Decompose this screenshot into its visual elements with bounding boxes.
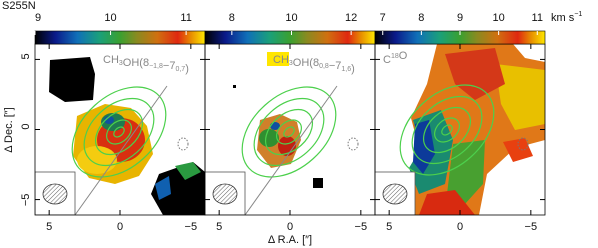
blob	[503, 138, 533, 162]
colorbar-tick-label: 11	[532, 12, 543, 24]
x-tick-label: 0	[117, 221, 123, 233]
unit-part: −1	[574, 11, 582, 18]
contour	[517, 137, 529, 151]
label-part: −1,8	[149, 63, 163, 70]
contour	[94, 108, 144, 156]
colorbar-tick-label: 10	[285, 12, 297, 24]
label-part: C	[383, 54, 391, 66]
contour	[106, 119, 132, 145]
y-tick-label: 0	[20, 124, 32, 130]
colorbar: 9 10 11	[34, 12, 206, 45]
contour	[347, 137, 359, 151]
x-axis-label: Δ R.A. [″]	[268, 234, 312, 246]
beam	[382, 183, 408, 205]
contour	[253, 97, 325, 167]
outflow-axis	[74, 85, 168, 215]
beam	[212, 183, 238, 205]
contour	[441, 124, 453, 136]
y-axis-label: Δ Dec. [″]	[3, 107, 15, 152]
label-part: OH(8	[293, 57, 319, 69]
colorbar-tick-label: 9	[35, 12, 41, 24]
label-part: OH(8	[123, 57, 149, 69]
contour	[434, 117, 460, 143]
colorbar: 8 10 12	[204, 12, 376, 45]
colorbar-tick-label: 10	[104, 12, 116, 24]
map	[375, 44, 545, 215]
unit-part: km s	[551, 12, 575, 24]
blob	[413, 120, 435, 174]
contour	[399, 84, 495, 176]
panel: C18O 5 0 −5	[374, 43, 546, 233]
blob	[419, 190, 475, 215]
label-part: 3	[119, 60, 123, 67]
label-part: CH	[103, 54, 119, 66]
x-tick-label: −5	[525, 221, 538, 233]
label-highlight	[267, 52, 289, 66]
blob	[445, 48, 505, 100]
contour	[71, 86, 167, 178]
contour	[422, 106, 472, 154]
colorbar-tick-label: 8	[229, 12, 235, 24]
blob	[233, 85, 236, 88]
map	[35, 57, 205, 215]
panel-label: CH3OH(80,8−71,6)	[273, 54, 355, 75]
label-part: )	[351, 63, 355, 75]
colorbar-tick-label: 8	[418, 12, 424, 24]
x-tick-label: 5	[386, 221, 392, 233]
label-part: 18	[391, 53, 399, 60]
x-tick-label: 0	[287, 221, 293, 233]
y-tick-label: −5	[20, 194, 32, 207]
colorbar: 7 8 9 10 11 km s−1	[374, 11, 582, 45]
colorbar-unit: km s−1	[551, 11, 582, 24]
panel-label: CH3OH(8−1,8−70,7)	[103, 54, 189, 75]
blob	[77, 146, 117, 174]
label-part: −7	[163, 60, 176, 72]
x-tick-label: −5	[185, 221, 198, 233]
blob	[313, 178, 323, 188]
blob	[259, 129, 279, 147]
y-tick-label: 5	[20, 53, 32, 59]
blob	[175, 162, 201, 180]
colorbar-fill	[34, 30, 206, 45]
blob	[495, 64, 545, 130]
panel-label: C18O	[383, 50, 408, 66]
contour	[411, 95, 483, 165]
x-tick-label: 5	[216, 221, 222, 233]
colorbar-tick-label: 10	[493, 12, 505, 24]
colorbar-tick-label: 9	[457, 12, 463, 24]
label-part: )	[185, 63, 189, 75]
label-part: O	[399, 50, 408, 62]
label-part: −7	[329, 60, 342, 72]
contour	[283, 126, 295, 138]
label-part: 0,8	[319, 63, 329, 70]
colorbar-tick-label: 7	[380, 12, 386, 24]
contour	[113, 126, 125, 138]
chart-title: S255N	[2, 0, 36, 12]
blob	[278, 136, 296, 156]
contour	[83, 97, 155, 167]
contour	[276, 119, 302, 145]
label-part: 1,6	[341, 66, 351, 73]
x-tick-label: −5	[355, 221, 368, 233]
label-part: 3	[289, 60, 293, 67]
x-tick-label: 0	[457, 221, 463, 233]
colorbar-fill	[204, 30, 376, 45]
label-part: 0,7	[175, 66, 185, 73]
contour	[177, 137, 189, 151]
outflow-axis	[244, 85, 338, 215]
x-tick-label: 5	[46, 221, 52, 233]
blob	[155, 176, 171, 200]
panel: CH3OH(8−1,8−70,7) 5 0 −5 5 0 −5	[20, 43, 206, 233]
blob	[49, 57, 95, 102]
contour	[264, 108, 314, 156]
panel: CH3OH(80,8−71,6) 5 0 −5	[204, 43, 376, 233]
map	[205, 52, 359, 215]
blob	[104, 116, 114, 124]
beam	[42, 183, 68, 205]
colorbar-tick-label: 12	[345, 12, 357, 24]
colorbar-tick-label: 11	[180, 12, 191, 24]
label-part: CH	[273, 54, 289, 66]
contour	[241, 86, 337, 178]
